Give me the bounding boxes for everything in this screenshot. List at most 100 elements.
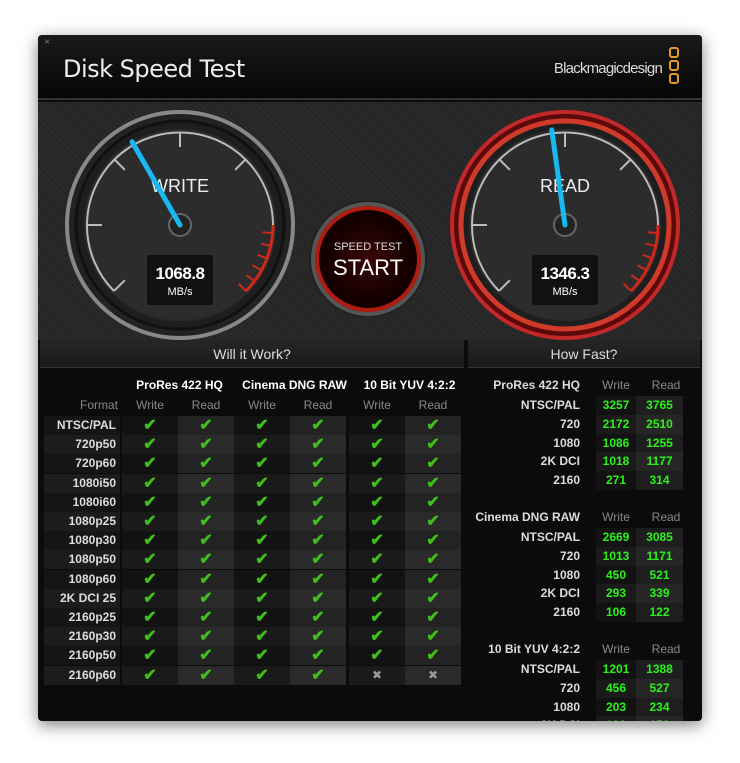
will-it-work-table: ProRes 422 HQ Cinema DNG RAW 10 Bit YUV 4:… — [40, 368, 464, 718]
write-speed-cell: 1018 — [596, 452, 636, 472]
format-label: 1080i50 — [44, 473, 120, 493]
read-gauge: READ — [450, 110, 680, 340]
check-icon: ✔ — [234, 416, 290, 435]
format-label: 1080 — [553, 699, 580, 714]
blackmagic-logo-icon — [669, 47, 680, 86]
gauge-panel: WRITE READ 1068.8 MB/s 1346.3 MB/s ⚙ — [38, 102, 702, 340]
write-speed-cell: 3257 — [596, 396, 636, 415]
check-icon: ✔ — [349, 608, 405, 627]
format-label: 1080 — [553, 435, 580, 450]
check-icon: ✔ — [178, 627, 234, 647]
gauge-label: WRITE — [151, 176, 209, 196]
check-icon: ✔ — [349, 492, 405, 512]
sub-header: Read — [418, 398, 448, 412]
read-speed-cell: 122 — [636, 603, 683, 623]
check-icon: ✔ — [349, 550, 405, 570]
speed-test-start-button[interactable]: SPEED TEST START — [315, 206, 421, 312]
format-label: 2K DCI — [540, 586, 580, 601]
check-icon: ✔ — [178, 531, 234, 551]
check-icon: ✔ — [405, 473, 461, 493]
app-title: Disk Speed Test — [63, 55, 245, 83]
format-header: Format — [79, 398, 118, 412]
check-icon: ✔ — [122, 473, 178, 493]
check-icon: ✔ — [234, 646, 290, 666]
read-header: Read — [651, 642, 681, 656]
read-speed-cell: 3765 — [636, 396, 683, 415]
gauge-red-tick — [645, 242, 656, 247]
write-speed-cell: 2172 — [596, 414, 636, 434]
check-icon: ✔ — [405, 454, 461, 474]
format-label: NTSC/PAL — [520, 398, 580, 412]
read-header: Read — [651, 378, 681, 392]
start-button-caption: SPEED TEST — [333, 241, 403, 253]
write-speed-cell: 1201 — [596, 660, 636, 679]
check-icon: ✔ — [178, 550, 234, 570]
format-label: 2K DCI — [468, 716, 580, 721]
gauge-red-tick — [637, 264, 647, 271]
close-icon[interactable]: × — [44, 37, 50, 48]
gauge-red-tick — [260, 242, 271, 247]
format-label: 1080p60 — [44, 569, 120, 589]
check-icon: ✔ — [178, 588, 234, 608]
format-label: NTSC/PAL — [44, 416, 120, 435]
check-icon: ✔ — [234, 512, 290, 531]
write-readout: 1068.8 MB/s — [147, 255, 213, 305]
read-speed-cell: 152 — [636, 716, 683, 721]
gauge-red-tick — [262, 231, 273, 235]
check-icon: ✔ — [405, 435, 461, 455]
format-label: 1080 — [553, 567, 580, 582]
check-icon: ✔ — [290, 627, 346, 647]
write-speed-value: 1068.8 — [155, 264, 206, 283]
read-speed-cell: 527 — [636, 678, 683, 698]
gauge-red-tick — [245, 274, 255, 282]
start-button-label: START — [332, 255, 404, 280]
check-icon: ✔ — [178, 416, 234, 435]
check-icon: ✔ — [290, 550, 346, 570]
read-speed-cell: 314 — [636, 471, 683, 491]
check-icon: ✔ — [122, 550, 178, 570]
check-icon: ✔ — [405, 646, 461, 666]
check-icon: ✔ — [290, 569, 346, 589]
write-header: Write — [602, 378, 630, 392]
check-icon: ✔ — [405, 416, 461, 435]
gauge-red-tick — [237, 282, 247, 292]
write-speed-cell: 1013 — [596, 546, 636, 566]
check-icon: ✔ — [234, 454, 290, 474]
gauge-tick — [619, 158, 632, 171]
read-speed-cell: 234 — [636, 697, 683, 717]
gauge-tick — [113, 158, 126, 171]
check-icon: ✔ — [122, 646, 178, 666]
check-icon: ✔ — [234, 608, 290, 627]
read-readout: 1346.3 MB/s — [532, 255, 598, 305]
read-speed-cell: 3085 — [636, 528, 683, 547]
sub-header: Write — [136, 398, 164, 412]
cross-icon: ✖ — [405, 665, 461, 685]
check-icon: ✔ — [349, 473, 405, 493]
check-icon: ✔ — [349, 531, 405, 551]
check-icon: ✔ — [234, 473, 290, 493]
format-label: 2160p25 — [44, 608, 120, 627]
read-speed-cell: 1171 — [636, 546, 683, 566]
gauge-needle — [129, 139, 183, 228]
check-icon: ✔ — [122, 588, 178, 608]
read-speed-cell: 521 — [636, 565, 683, 585]
sub-header: Write — [363, 398, 391, 412]
brand-logo-text: Blackmagicdesign — [553, 60, 663, 77]
check-icon: ✔ — [290, 646, 346, 666]
gauge-tick — [234, 158, 247, 171]
write-speed-unit: MB/s — [167, 286, 193, 298]
write-gauge: WRITE — [65, 110, 295, 340]
how-fast-table: ProRes 422 HQ Write Read NTSC/PAL 3257 3765 72… — [468, 368, 700, 721]
read-speed-cell: 1255 — [636, 433, 683, 453]
read-speed-cell: 1388 — [636, 660, 683, 679]
check-icon: ✔ — [290, 531, 346, 551]
gauge-red-zone — [629, 224, 660, 293]
format-label: 2160p30 — [44, 627, 120, 647]
read-speed-cell: 2510 — [636, 414, 683, 434]
write-speed-cell: 2669 — [596, 528, 636, 547]
check-icon: ✔ — [405, 531, 461, 551]
check-icon: ✔ — [290, 416, 346, 435]
check-icon: ✔ — [290, 512, 346, 531]
sub-header: Read — [191, 398, 221, 412]
gauge-tick — [498, 279, 511, 292]
